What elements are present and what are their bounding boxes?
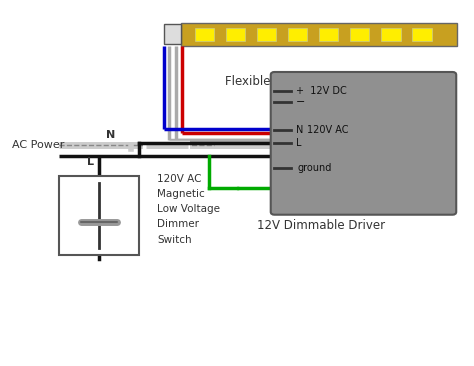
Text: ground: ground	[298, 163, 332, 173]
Text: L: L	[296, 138, 301, 148]
Text: AC Power: AC Power	[12, 140, 64, 150]
Bar	[257, 28, 276, 41]
Text: 120V AC: 120V AC	[307, 125, 349, 135]
Bar	[226, 28, 245, 41]
Text: L: L	[87, 157, 94, 167]
Text: Magnetic: Magnetic	[157, 189, 205, 199]
Text: Flexible LED Strip Light: Flexible LED Strip Light	[225, 75, 362, 88]
Text: N: N	[106, 130, 115, 141]
Text: Switch: Switch	[157, 235, 192, 244]
Text: +  12V DC: + 12V DC	[296, 86, 346, 96]
Bar	[319, 28, 338, 41]
FancyBboxPatch shape	[271, 72, 456, 215]
Bar	[59, 176, 138, 255]
Bar	[181, 23, 457, 46]
Text: Dimmer: Dimmer	[157, 219, 200, 229]
Text: N: N	[296, 125, 303, 135]
Bar	[164, 25, 181, 44]
Bar	[195, 28, 214, 41]
Bar	[381, 28, 401, 41]
Text: 12V Dimmable Driver: 12V Dimmable Driver	[257, 219, 385, 232]
Text: Low Voltage: Low Voltage	[157, 204, 220, 214]
Bar	[412, 28, 432, 41]
Text: 120V AC: 120V AC	[157, 174, 202, 184]
Text: −: −	[296, 97, 305, 107]
Bar	[288, 28, 307, 41]
Bar	[350, 28, 369, 41]
